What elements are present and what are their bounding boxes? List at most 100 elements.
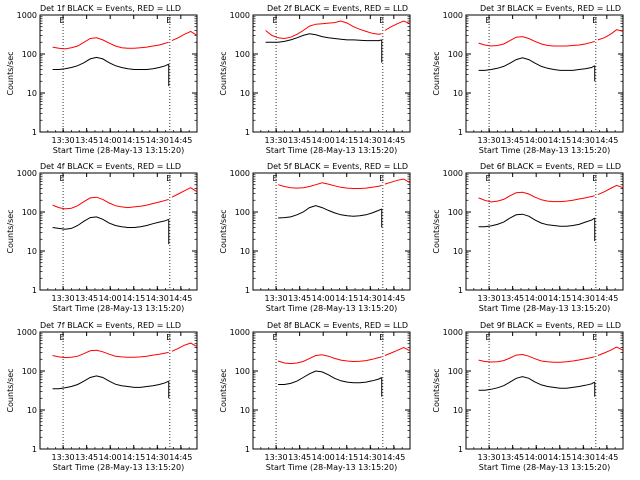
- x-tick-label: 13:45: [501, 294, 524, 303]
- x-tick-label: 14:00: [312, 136, 335, 145]
- y-tick-label: 10: [240, 89, 250, 98]
- series-lld-line: [597, 346, 624, 356]
- x-tick-label: 13:30: [52, 453, 75, 462]
- event-marker-label: E: [379, 333, 384, 342]
- panel-title: Det 5f BLACK = Events, RED = LLD: [267, 162, 408, 171]
- x-axis-label: Start Time (28-May-13 13:15:20): [53, 146, 184, 155]
- x-tick-label: 14:45: [595, 136, 618, 145]
- event-marker-label: E: [166, 333, 171, 342]
- y-axis-label: Counts/sec: [6, 209, 15, 253]
- series-lld-line: [265, 20, 382, 40]
- x-tick-label: 14:15: [122, 136, 145, 145]
- panel-det-8: Det 8f BLACK = Events, RED = LLD 1 10 100 10…: [219, 321, 411, 472]
- x-tick-label: 14:00: [312, 294, 335, 303]
- event-marker-label: E: [60, 16, 65, 25]
- x-axis-label: Start Time (28-May-13 13:15:20): [479, 304, 610, 313]
- x-tick-label: 13:30: [52, 294, 75, 303]
- event-marker-label: E: [273, 333, 278, 342]
- x-tick-label: 13:45: [288, 136, 311, 145]
- series-events-line: [478, 57, 595, 71]
- x-tick-label: 14:45: [169, 453, 192, 462]
- series-lld-line: [597, 29, 624, 41]
- panel-title: Det 8f BLACK = Events, RED = LLD: [267, 321, 408, 330]
- plot-frame: [39, 14, 198, 133]
- x-tick-label: 13:30: [265, 136, 288, 145]
- x-tick-label: 13:45: [288, 453, 311, 462]
- x-tick-label: 14:45: [595, 453, 618, 462]
- y-tick-label: 1000: [230, 11, 250, 20]
- y-tick-label: 1000: [230, 328, 250, 337]
- x-tick-label: 13:30: [478, 136, 501, 145]
- y-axis-label: Counts/sec: [219, 209, 228, 253]
- series-lld-line: [171, 342, 198, 352]
- plot-frame: [465, 331, 624, 450]
- x-tick-label: 14:30: [146, 136, 169, 145]
- panel-det-1: Det 1f BLACK = Events, RED = LLD 1 10 100 10…: [6, 4, 198, 155]
- panel-title: Det 6f BLACK = Events, RED = LLD: [480, 162, 621, 171]
- y-tick-label: 1: [32, 445, 37, 454]
- x-tick-label: 14:15: [335, 453, 358, 462]
- y-axis-label: Counts/sec: [219, 368, 228, 412]
- x-tick-label: 14:00: [99, 136, 122, 145]
- y-tick-label: 1000: [17, 328, 37, 337]
- y-axis-label: Counts/sec: [219, 51, 228, 95]
- x-tick-label: 13:30: [52, 136, 75, 145]
- series-lld-line: [52, 349, 169, 359]
- x-tick-label: 14:45: [169, 294, 192, 303]
- x-tick-label: 14:45: [382, 136, 405, 145]
- x-tick-label: 14:00: [525, 453, 548, 462]
- series-events-line: [265, 33, 382, 43]
- x-tick-label: 14:30: [572, 453, 595, 462]
- panel-det-4: Det 4f BLACK = Events, RED = LLD 1 10 100 10…: [6, 162, 198, 313]
- y-tick-label: 1: [32, 286, 37, 295]
- y-axis-label: Counts/sec: [432, 51, 441, 95]
- series-lld-line: [52, 196, 169, 210]
- y-tick-label: 100: [235, 367, 250, 376]
- series-lld-line: [478, 353, 595, 363]
- x-tick-label: 14:00: [99, 294, 122, 303]
- y-tick-label: 100: [235, 50, 250, 59]
- x-tick-label: 14:00: [525, 136, 548, 145]
- series-events-line: [478, 213, 595, 228]
- x-tick-label: 13:45: [288, 294, 311, 303]
- x-tick-label: 13:45: [75, 136, 98, 145]
- series-events-line: [278, 370, 382, 385]
- x-tick-label: 13:45: [501, 136, 524, 145]
- y-tick-label: 100: [22, 367, 37, 376]
- event-marker-label: E: [60, 174, 65, 183]
- x-tick-label: 14:45: [382, 294, 405, 303]
- y-axis-label: Counts/sec: [432, 209, 441, 253]
- event-marker-label: E: [379, 174, 384, 183]
- event-marker-label: E: [592, 16, 597, 25]
- panel-title: Det 4f BLACK = Events, RED = LLD: [40, 162, 181, 171]
- panel-det-7: Det 7f BLACK = Events, RED = LLD 1 10 100 10…: [6, 321, 198, 472]
- panel-title: Det 9f BLACK = Events, RED = LLD: [480, 321, 621, 330]
- x-tick-label: 14:30: [359, 453, 382, 462]
- x-axis-label: Start Time (28-May-13 13:15:20): [479, 463, 610, 472]
- y-tick-label: 1: [458, 445, 463, 454]
- event-marker-label: E: [592, 333, 597, 342]
- y-tick-label: 10: [240, 406, 250, 415]
- x-tick-label: 14:15: [548, 294, 571, 303]
- x-axis-label: Start Time (28-May-13 13:15:20): [53, 304, 184, 313]
- y-tick-label: 10: [27, 89, 37, 98]
- plot-frame: [252, 331, 411, 450]
- panel-det-9: Det 9f BLACK = Events, RED = LLD 1 10 100 10…: [432, 321, 624, 472]
- x-tick-label: 14:15: [335, 136, 358, 145]
- series-lld-line: [478, 36, 595, 47]
- x-tick-label: 14:15: [548, 136, 571, 145]
- y-tick-label: 100: [448, 50, 463, 59]
- x-tick-label: 14:45: [595, 294, 618, 303]
- plot-frame: [39, 172, 198, 291]
- x-tick-label: 14:00: [312, 453, 335, 462]
- y-axis-label: Counts/sec: [432, 368, 441, 412]
- series-events-line: [278, 205, 382, 219]
- y-tick-label: 100: [235, 208, 250, 217]
- event-marker-label: E: [486, 174, 491, 183]
- series-lld-line: [384, 178, 411, 185]
- event-marker-label: E: [273, 16, 278, 25]
- y-tick-label: 1: [458, 128, 463, 137]
- panel-title: Det 1f BLACK = Events, RED = LLD: [40, 4, 181, 13]
- x-axis-label: Start Time (28-May-13 13:15:20): [266, 304, 397, 313]
- panel-det-5: Det 5f BLACK = Events, RED = LLD 1 10 100 10…: [219, 162, 411, 313]
